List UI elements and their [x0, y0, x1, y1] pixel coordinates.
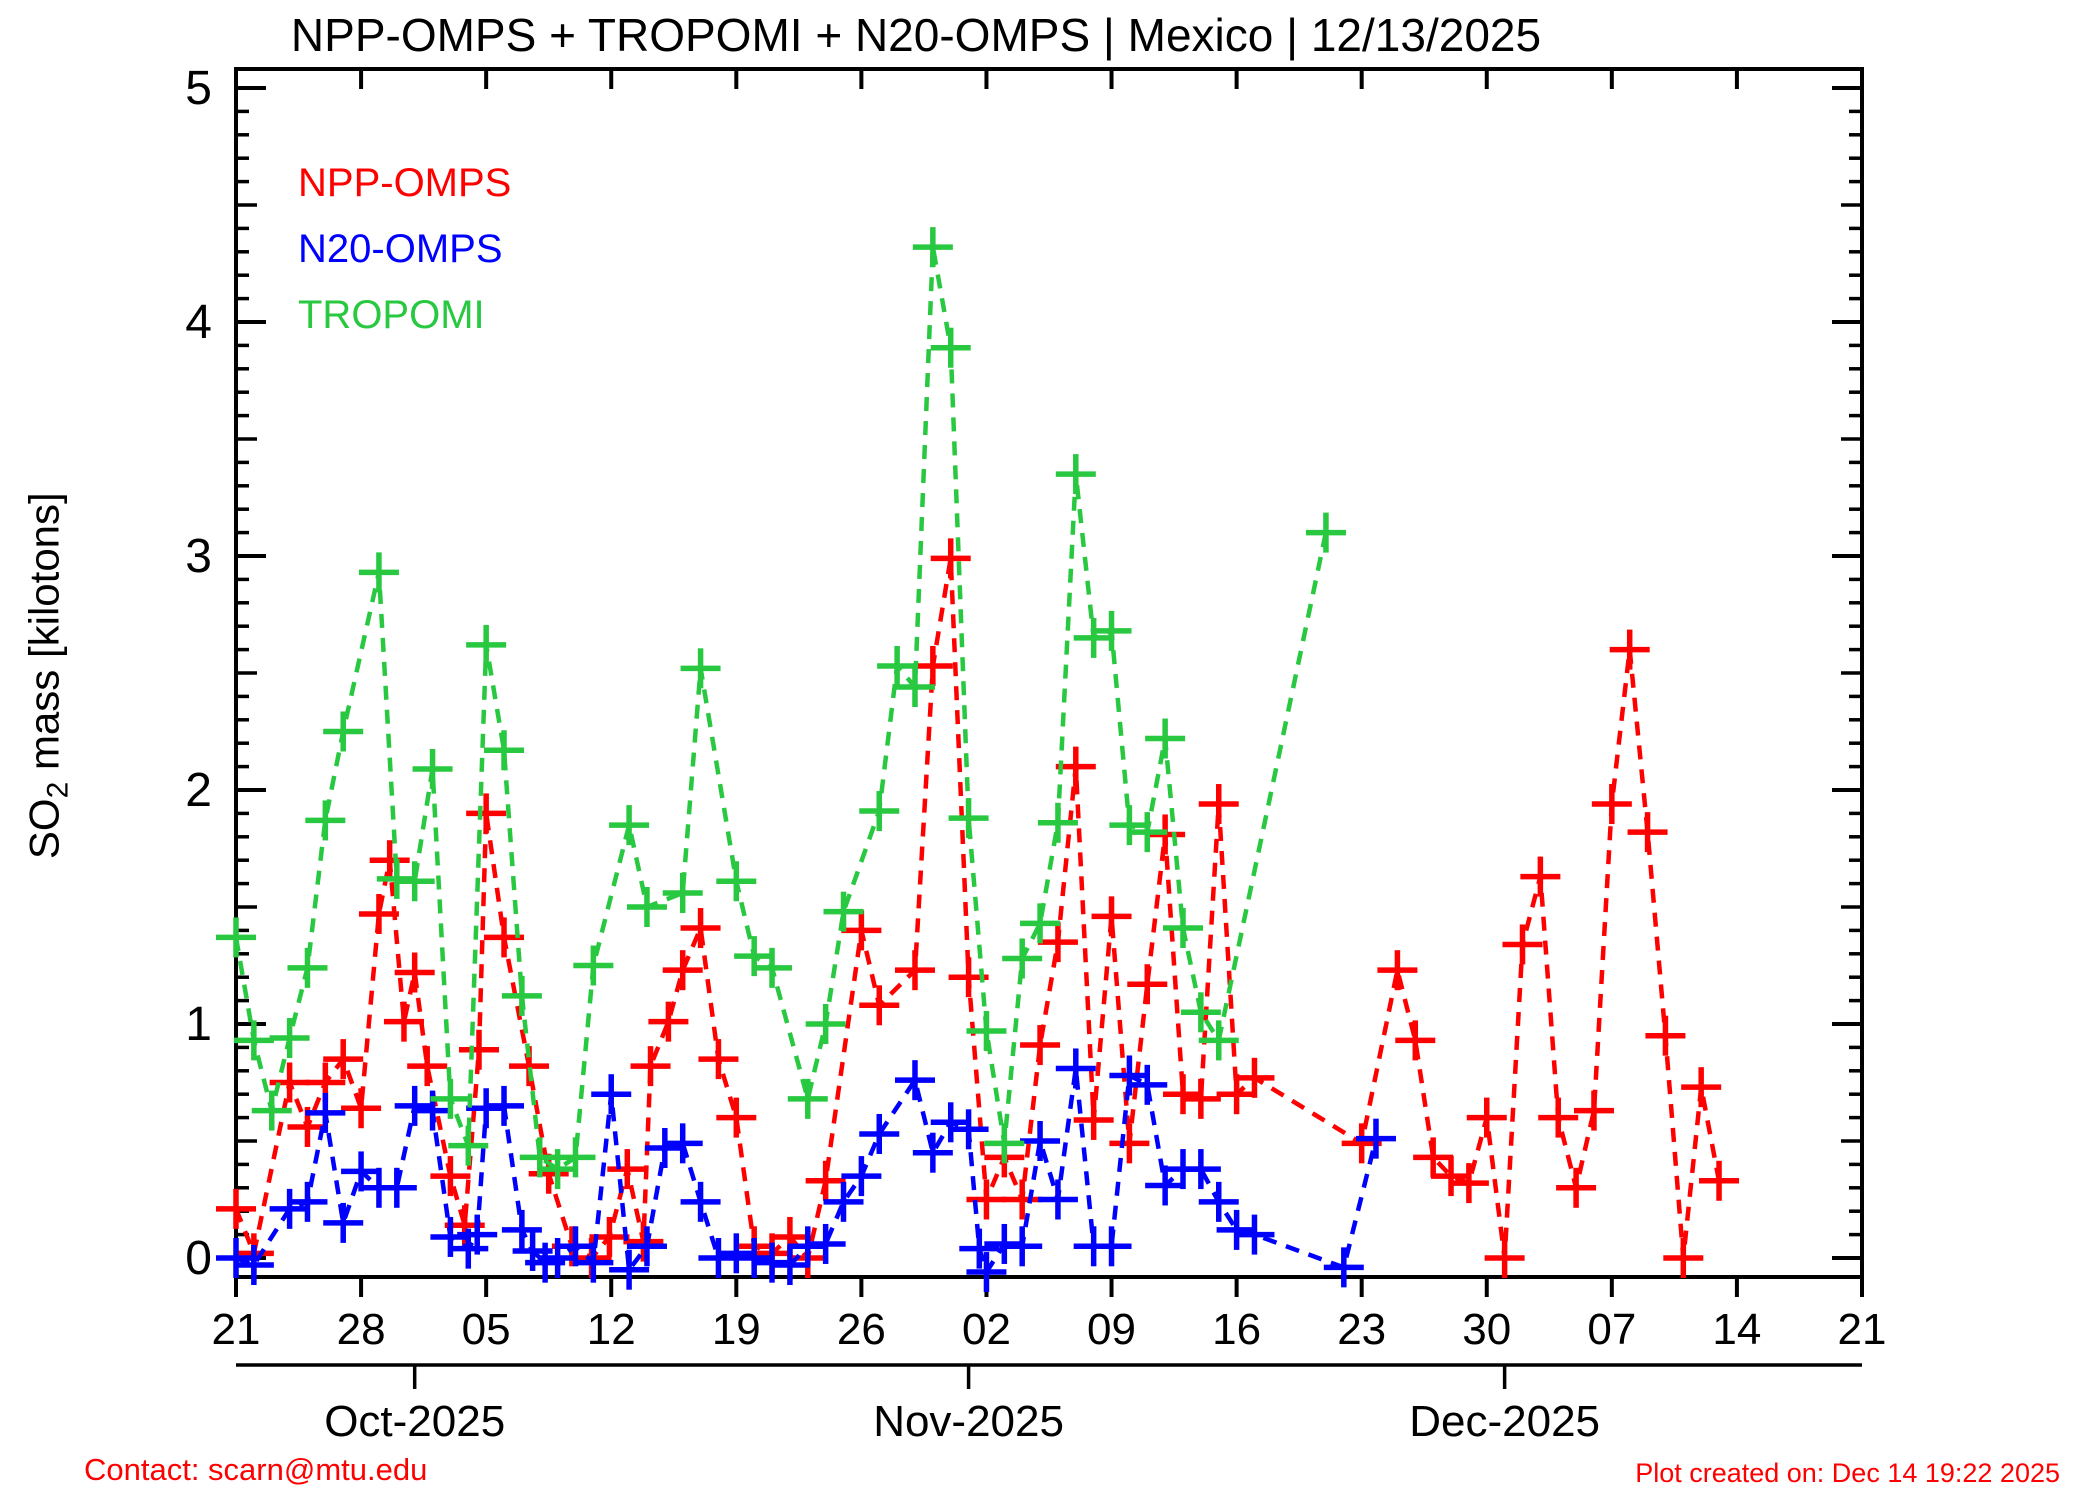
contact-text: Contact: scarn@mtu.edu: [84, 1452, 428, 1487]
y-tick-label: 4: [185, 296, 212, 349]
x-week-label: 14: [1712, 1305, 1761, 1354]
x-week-label: 30: [1462, 1305, 1511, 1354]
series-line-tropomi: [233, 246, 1329, 1172]
x-week-label: 28: [337, 1305, 386, 1354]
chart-title: NPP-OMPS + TROPOMI + N20-OMPS | Mexico |…: [290, 9, 1542, 61]
x-week-label: 07: [1587, 1305, 1636, 1354]
x-week-label: 16: [1212, 1305, 1261, 1354]
created-on-text: Plot created on: Dec 14 19:22 2025: [1635, 1458, 2060, 1488]
x-week-label: 02: [962, 1305, 1011, 1354]
x-week-label: 19: [712, 1305, 761, 1354]
x-week-label: 05: [462, 1305, 511, 1354]
legend: NPP-OMPS N20-OMPS TROPOMI: [298, 150, 511, 348]
plot-frame: [234, 67, 1864, 1279]
x-week-label: 21: [212, 1305, 261, 1354]
x-week-label: 26: [837, 1305, 886, 1354]
y-tick-label: 1: [185, 998, 212, 1051]
y-tick-label: 3: [185, 530, 212, 583]
x-week-label: 12: [587, 1305, 636, 1354]
y-tick-label: 5: [185, 62, 212, 115]
x-week-label: 21: [1838, 1305, 1887, 1354]
legend-item-n20-omps: N20-OMPS: [298, 227, 503, 271]
y-tick-label: 0: [185, 1232, 212, 1285]
x-week-label: 23: [1337, 1305, 1386, 1354]
y-tick-label: 2: [185, 764, 212, 817]
x-month-label: Nov-2025: [873, 1397, 1064, 1446]
legend-item-tropomi: TROPOMI: [298, 293, 485, 337]
x-week-label: 09: [1087, 1305, 1136, 1354]
legend-item-npp-omps: NPP-OMPS: [298, 161, 512, 205]
x-month-label: Dec-2025: [1409, 1397, 1600, 1446]
x-month-label: Oct-2025: [324, 1397, 505, 1446]
